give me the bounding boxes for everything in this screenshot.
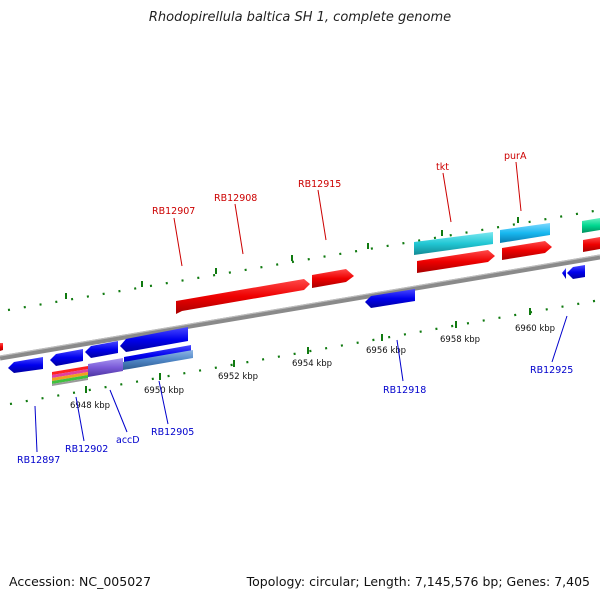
- feature-stack-accd: [52, 350, 193, 386]
- gene-rb12918-arrow[interactable]: [365, 289, 415, 308]
- gene-rb12902-arrow-a[interactable]: [50, 349, 83, 366]
- major-ticks: [65, 217, 531, 393]
- label-rb12925[interactable]: RB12925: [530, 365, 573, 376]
- feature-tkt-cyan[interactable]: [414, 232, 493, 255]
- leader-accd: [109, 389, 128, 433]
- accession-text: Accession: NC_005027: [9, 574, 152, 589]
- genome-backbone: [0, 254, 600, 361]
- tick-label-6958: 6958 kbp: [440, 335, 480, 345]
- coordinate-labels: 6948 kbp 6950 kbp 6952 kbp 6954 kbp 6956…: [70, 324, 555, 411]
- reverse-gene-labels: RB12897 RB12902 accD RB12905 RB12918 RB1…: [17, 315, 573, 466]
- gene-rb12925-arrow-a[interactable]: [562, 268, 566, 279]
- label-rb12905[interactable]: RB12905: [151, 427, 194, 438]
- gene-edge-right-red-arrow[interactable]: [583, 237, 600, 252]
- leader-rb12925: [551, 315, 568, 363]
- gene-edge-left-red-arrow[interactable]: [0, 343, 3, 351]
- leader-rb12918: [396, 339, 404, 382]
- label-tkt[interactable]: tkt: [436, 162, 449, 173]
- tick-label-6956: 6956 kbp: [366, 346, 406, 356]
- label-rb12918[interactable]: RB12918: [383, 385, 426, 396]
- feature-stack-orange[interactable]: [52, 372, 88, 381]
- leader-rb12908: [234, 203, 244, 255]
- forward-tick-row: [7, 208, 600, 312]
- feature-row-upper: [414, 218, 600, 255]
- label-rb12902[interactable]: RB12902: [65, 444, 108, 455]
- leader-rb12897: [34, 405, 38, 453]
- tick-label-6952: 6952 kbp: [218, 372, 258, 382]
- label-rb12908[interactable]: RB12908: [214, 193, 257, 204]
- genome-backbone-highlight: [0, 254, 600, 357]
- label-accd[interactable]: accD: [116, 435, 140, 446]
- leader-rb12915: [317, 189, 327, 241]
- gene-rb12915-arrow[interactable]: [312, 269, 354, 288]
- label-rb12915[interactable]: RB12915: [298, 179, 341, 190]
- tick-label-6960: 6960 kbp: [515, 324, 555, 334]
- topology-text: Topology: circular; Length: 7,145,576 bp…: [246, 574, 590, 589]
- leader-pura: [515, 161, 522, 212]
- feature-edge-green[interactable]: [582, 218, 600, 233]
- label-pura[interactable]: purA: [504, 151, 527, 162]
- leader-tkt: [442, 172, 452, 223]
- label-rb12907[interactable]: RB12907: [152, 206, 195, 217]
- feature-stack-magenta[interactable]: [52, 369, 88, 378]
- feature-stack-grey[interactable]: [52, 378, 88, 386]
- genome-title: Rhodopirellula baltica SH 1, complete ge…: [148, 10, 452, 25]
- feature-rb12905-steel[interactable]: [123, 350, 193, 370]
- tick-label-6948: 6948 kbp: [70, 401, 110, 411]
- feature-pura-sky[interactable]: [500, 223, 550, 243]
- leader-rb12907: [173, 217, 183, 267]
- forward-strand-genes: [0, 237, 600, 351]
- gene-rb12902-arrow-b[interactable]: [85, 341, 118, 358]
- gene-rb12925-arrow-b[interactable]: [567, 265, 585, 279]
- gene-rb12907-arrow[interactable]: [176, 279, 310, 314]
- gene-rb12897-arrow[interactable]: [8, 357, 43, 373]
- gene-rb12905-arrow[interactable]: [120, 327, 188, 352]
- tick-label-6950: 6950 kbp: [144, 386, 184, 396]
- label-rb12897[interactable]: RB12897: [17, 455, 60, 466]
- feature-stack-green[interactable]: [52, 375, 88, 384]
- feature-stack-red[interactable]: [52, 366, 88, 375]
- leader-rb12905: [158, 380, 169, 425]
- feature-accd-purple[interactable]: [88, 358, 123, 377]
- leader-rb12902: [75, 396, 85, 442]
- gene-pura-arrow[interactable]: [502, 241, 552, 260]
- gene-tkt-arrow[interactable]: [417, 250, 495, 273]
- forward-gene-labels: RB12907 RB12908 RB12915 tkt purA: [152, 151, 527, 267]
- tick-label-6954: 6954 kbp: [292, 359, 332, 369]
